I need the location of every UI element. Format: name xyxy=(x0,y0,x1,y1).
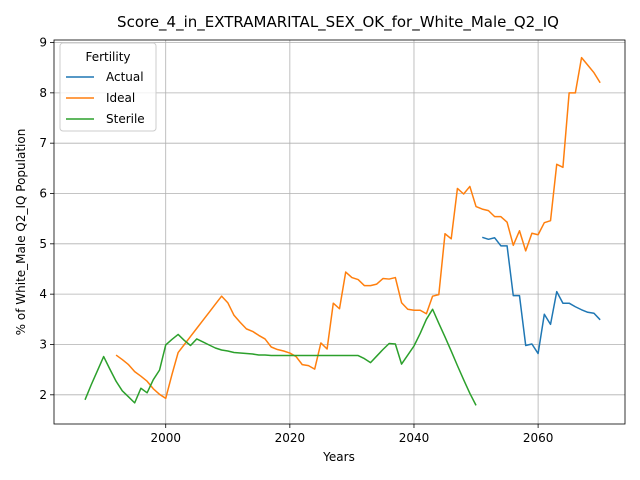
x-tick-label: 2000 xyxy=(150,431,181,445)
chart-title: Score_4_in_EXTRAMARITAL_SEX_OK_for_White… xyxy=(117,13,559,32)
series-line-ideal xyxy=(115,56,601,400)
legend-label-sterile: Sterile xyxy=(106,112,145,126)
legend-box xyxy=(59,42,157,132)
series-lines xyxy=(84,56,601,406)
x-tick-label: 2060 xyxy=(523,431,554,445)
series-line-sterile xyxy=(84,308,477,406)
y-tick-label: 2 xyxy=(39,388,47,402)
plot-area-frame xyxy=(53,39,626,425)
grid xyxy=(54,40,625,424)
x-axis-label: Years xyxy=(322,450,355,464)
y-tick-label: 6 xyxy=(39,186,47,200)
legend-title: Fertility xyxy=(85,50,130,64)
legend: Fertility Actual Ideal Sterile xyxy=(59,42,157,132)
legend-entries: Actual Ideal Sterile xyxy=(66,70,145,126)
y-tick-label: 7 xyxy=(39,136,47,150)
y-axis-label: % of White_Male Q2_IQ Population xyxy=(14,129,28,336)
axis-ticks: 2000 2020 2040 2060 2 3 4 5 6 7 8 9 xyxy=(39,36,553,445)
y-tick-label: 4 xyxy=(39,287,47,301)
series-line-actual xyxy=(482,236,601,355)
legend-label-ideal: Ideal xyxy=(106,91,135,105)
y-tick-label: 3 xyxy=(39,337,47,351)
x-tick-label: 2040 xyxy=(399,431,430,445)
y-tick-label: 9 xyxy=(39,36,47,50)
x-tick-label: 2020 xyxy=(275,431,306,445)
y-tick-label: 5 xyxy=(39,237,47,251)
y-tick-label: 8 xyxy=(39,86,47,100)
legend-label-actual: Actual xyxy=(106,70,144,84)
